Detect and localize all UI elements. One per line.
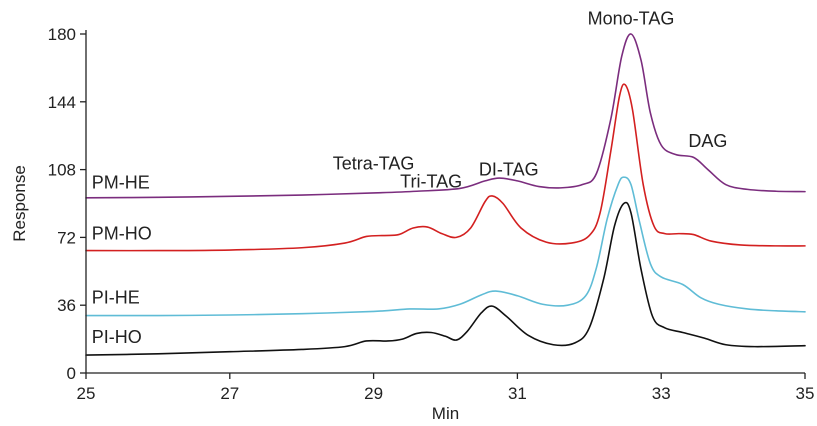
y-axis-ticks: 0 36 72 108 144 180 bbox=[48, 25, 86, 383]
peak-annotation: Mono-TAG bbox=[588, 9, 675, 29]
x-tick-label: 31 bbox=[508, 384, 527, 403]
y-tick-label: 36 bbox=[57, 296, 76, 315]
x-axis-title: Min bbox=[432, 404, 459, 423]
y-axis-title: Response bbox=[10, 165, 29, 242]
x-tick-label: 27 bbox=[220, 384, 239, 403]
peak-annotation: Tetra-TAG bbox=[333, 154, 415, 174]
y-tick-label: 0 bbox=[67, 364, 76, 383]
series-label-pm-ho: PM-HO bbox=[92, 223, 152, 243]
axis-layer: 25 27 29 31 33 35 0 36 72 108 144 180 Min Response bbox=[10, 25, 814, 423]
x-tick-label: 35 bbox=[796, 384, 815, 403]
x-axis-ticks: 25 27 29 31 33 35 bbox=[77, 373, 815, 403]
series-line-pi-ho bbox=[85, 201, 806, 356]
y-tick-label: 72 bbox=[57, 228, 76, 247]
y-tick-label: 180 bbox=[48, 25, 76, 44]
series-line-pi-he bbox=[85, 176, 806, 317]
y-tick-label: 144 bbox=[48, 93, 76, 112]
series-label-layer: PM-HE PM-HO PI-HE PI-HO bbox=[92, 172, 152, 346]
series-label-pi-he: PI-HE bbox=[92, 287, 140, 307]
peak-annotation: Tri-TAG bbox=[400, 171, 462, 191]
series-line-pm-he bbox=[85, 33, 806, 199]
series-line-pm-ho bbox=[85, 83, 806, 252]
series-label-pm-he: PM-HE bbox=[92, 172, 150, 192]
series-layer bbox=[85, 33, 806, 356]
peak-annotation: DAG bbox=[688, 131, 727, 151]
x-tick-label: 33 bbox=[652, 384, 671, 403]
y-tick-label: 108 bbox=[48, 161, 76, 180]
series-label-pi-ho: PI-HO bbox=[92, 327, 142, 347]
x-tick-label: 25 bbox=[77, 384, 96, 403]
x-tick-label: 29 bbox=[364, 384, 383, 403]
peak-annotation: DI-TAG bbox=[479, 159, 539, 179]
